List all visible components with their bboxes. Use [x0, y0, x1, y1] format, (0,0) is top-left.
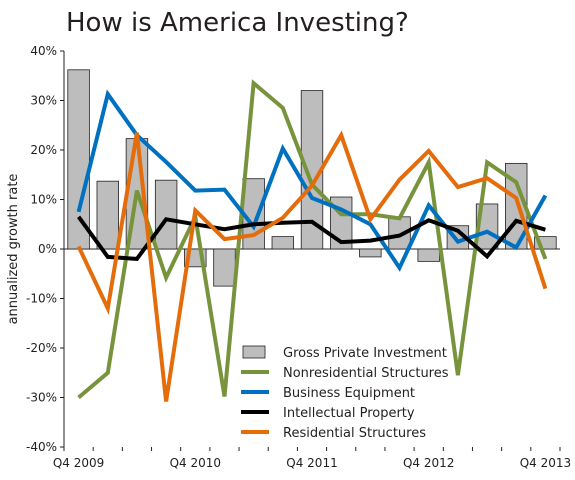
bar [96, 180, 119, 250]
x-tick-label: Q4 2010 [170, 456, 221, 470]
bar [271, 236, 295, 250]
legend-label: Gross Private Investment [283, 346, 447, 361]
legend-label: Residential Structures [283, 426, 426, 441]
y-tick-label: 20% [30, 143, 57, 157]
y-tick-label: -40% [26, 440, 57, 454]
bar [242, 178, 265, 250]
y-tick-label: 10% [30, 193, 57, 207]
y-tick-label: -30% [26, 391, 57, 405]
y-tick-label: 0% [38, 242, 57, 256]
line-series [76, 79, 548, 402]
series-line-residential-structures [76, 130, 548, 402]
x-tick-label: Q4 2009 [53, 456, 104, 470]
legend-label: Business Equipment [283, 386, 415, 401]
bar [67, 69, 90, 250]
bar [154, 179, 178, 250]
bar [213, 248, 236, 287]
y-tick-label: -10% [26, 292, 57, 306]
y-tick-label: -20% [26, 341, 57, 355]
y-tick-label: 30% [30, 94, 57, 108]
x-tick-label: Q4 2012 [403, 456, 454, 470]
legend: Gross Private Investment Nonresidential S… [241, 345, 449, 441]
y-axis-title: annualized growth rate [6, 174, 21, 325]
x-tick-label: Q4 2013 [520, 456, 571, 470]
chart-title: How is America Investing? [66, 8, 409, 38]
bar [359, 248, 382, 258]
legend-label: Nonresidential Structures [283, 366, 449, 381]
series-line-intellectual-property [76, 215, 546, 261]
legend-label: Intellectual Property [283, 406, 415, 421]
bar [417, 248, 440, 262]
legend-swatch [242, 345, 266, 359]
x-tick-label: Q4 2011 [286, 456, 337, 470]
y-tick-label: 40% [30, 44, 57, 58]
